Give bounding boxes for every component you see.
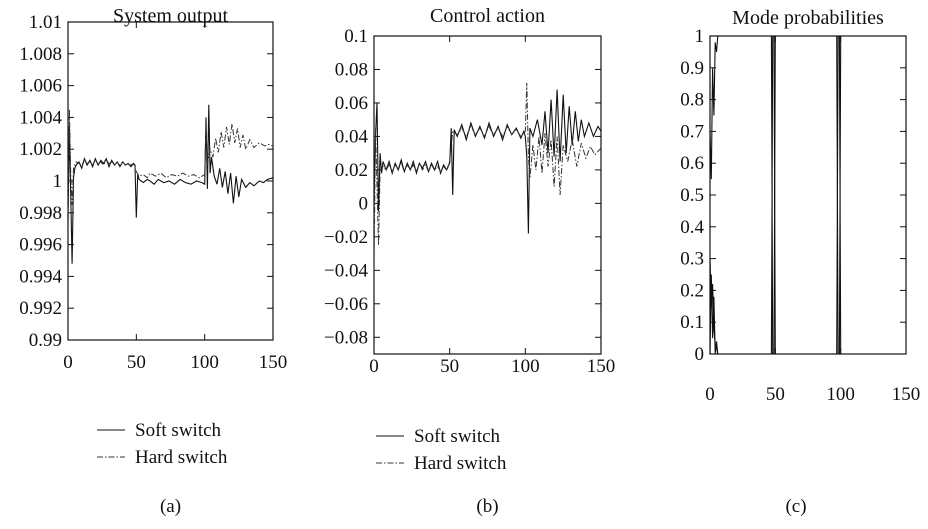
panel-title: Mode probabilities (732, 7, 884, 29)
y-tick-label: 0.5 (680, 185, 704, 206)
panel-control-action: Control action −0.08 −0.06 −0.04 −0.02 0 0.02 0… (324, 5, 615, 517)
y-tick-label: 0.3 (680, 249, 704, 270)
y-tick-label: 0.9 (680, 58, 704, 79)
y-tick-label: 0.02 (335, 160, 368, 181)
series-line-1 (709, 35, 906, 355)
series-hard-switch (67, 109, 274, 213)
y-tick-label: 1.002 (19, 139, 62, 160)
y-tick-label: 1.008 (19, 44, 62, 65)
y-tick-label: 0.08 (335, 59, 368, 80)
y-tick-label: −0.04 (324, 260, 368, 281)
x-tick-label: 150 (892, 384, 921, 405)
y-tick-label: −0.06 (324, 294, 368, 315)
x-tick-label: 50 (440, 356, 459, 377)
x-tick-label: 50 (766, 384, 785, 405)
panel-caption: (a) (160, 496, 181, 517)
x-tick-label: 0 (63, 352, 73, 373)
y-tick-label: 0.1 (680, 312, 704, 333)
x-tick-label: 100 (511, 356, 540, 377)
legend-label: Soft switch (135, 420, 222, 441)
series-soft-switch (67, 104, 274, 264)
y-tick-label: 0.6 (680, 153, 704, 174)
panel-system-output: System output 0.99 0.992 0.994 0.996 0.998 1 1.… (19, 5, 287, 517)
y-tick-label: 1.01 (29, 12, 62, 33)
legend: Soft switch Hard switch (97, 420, 228, 468)
x-tick-label: 0 (369, 356, 379, 377)
y-tick-label: 0.06 (335, 93, 368, 114)
y-tick-label: −0.02 (324, 227, 368, 248)
y-tick-label: 1 (695, 26, 705, 47)
y-tick-label: 0 (359, 193, 369, 214)
x-tick-label: 50 (127, 352, 146, 373)
y-tick-label: 0.992 (19, 298, 62, 319)
x-tick-label: 150 (587, 356, 616, 377)
plot-frame (373, 35, 602, 355)
series-line-2 (709, 35, 906, 355)
series-line-3 (709, 274, 906, 355)
y-tick-label: 0.2 (680, 280, 704, 301)
series-soft-switch (373, 89, 602, 234)
y-tick-label: 1.006 (19, 76, 62, 97)
panel-caption: (c) (785, 496, 806, 517)
y-tick-label: 1.004 (19, 107, 62, 128)
legend-label: Hard switch (135, 447, 228, 468)
y-tick-label: 0.4 (680, 217, 704, 238)
x-tick-label: 100 (190, 352, 219, 373)
plot-frame (709, 35, 907, 355)
y-tick-label: 0.996 (19, 235, 62, 256)
y-tick-label: 0.1 (344, 26, 368, 47)
legend-label: Hard switch (414, 453, 507, 474)
x-tick-label: 0 (705, 384, 715, 405)
y-tick-label: 0.04 (335, 126, 369, 147)
y-tick-label: 0.994 (19, 266, 62, 287)
panel-title: Control action (430, 5, 545, 27)
x-tick-label: 100 (826, 384, 855, 405)
y-tick-label: 0.99 (29, 330, 62, 351)
y-tick-label: 1 (53, 171, 63, 192)
panel-title: System output (113, 5, 228, 27)
y-tick-label: 0.7 (680, 121, 704, 142)
y-tick-label: −0.08 (324, 327, 368, 348)
x-tick-label: 150 (259, 352, 288, 373)
legend: Soft switch Hard switch (376, 426, 507, 474)
panel-caption: (b) (476, 496, 498, 517)
y-tick-label: 0 (695, 344, 705, 365)
legend-label: Soft switch (414, 426, 501, 447)
series-hard-switch (373, 82, 602, 271)
panel-mode-probabilities: Mode probabilities 0 0.1 0.2 0.3 0.4 0.5 0.6 0.7… (680, 7, 920, 517)
y-tick-label: 0.8 (680, 90, 704, 111)
y-tick-label: 0.998 (19, 203, 62, 224)
